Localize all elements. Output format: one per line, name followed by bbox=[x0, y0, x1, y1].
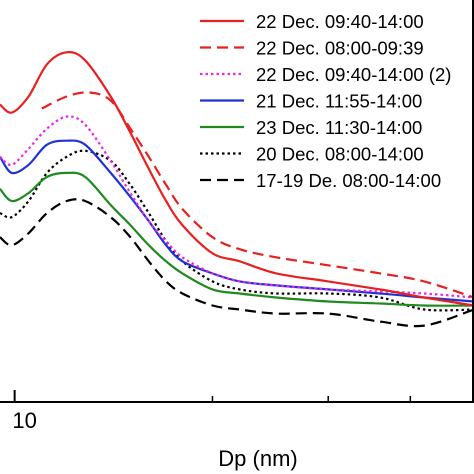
legend-label-4: 21 Dec. 11:55-14:00 bbox=[256, 91, 422, 112]
series-line-3 bbox=[0, 115, 474, 299]
series-line-5 bbox=[0, 171, 474, 307]
series-line-4 bbox=[0, 139, 474, 303]
legend-label-7: 17-19 De. 08:00-14:00 bbox=[256, 170, 441, 191]
x-ticks: 10 bbox=[12, 390, 412, 433]
series-line-7 bbox=[0, 198, 474, 328]
axes bbox=[0, 0, 474, 403]
series-curves bbox=[0, 51, 474, 328]
x-tick-label: 10 bbox=[12, 408, 36, 433]
legend-label-1: 22 Dec. 09:40-14:00 bbox=[256, 11, 424, 32]
series-line-1 bbox=[0, 51, 474, 307]
legend-label-5: 23 Dec. 11:30-14:00 bbox=[256, 117, 422, 138]
legend-label-3: 22 Dec. 09:40-14:00 (2) bbox=[256, 64, 451, 85]
legend-label-2: 22 Dec. 08:00-09:39 bbox=[256, 38, 424, 59]
legend: 22 Dec. 09:40-14:00 22 Dec. 08:00-09:39 22… bbox=[200, 11, 451, 191]
series-line-6 bbox=[0, 149, 474, 312]
legend-label-6: 20 Dec. 08:00-14:00 bbox=[256, 144, 424, 165]
series-line-2 bbox=[41, 91, 474, 299]
x-axis-label: Dp (nm) bbox=[218, 446, 297, 471]
